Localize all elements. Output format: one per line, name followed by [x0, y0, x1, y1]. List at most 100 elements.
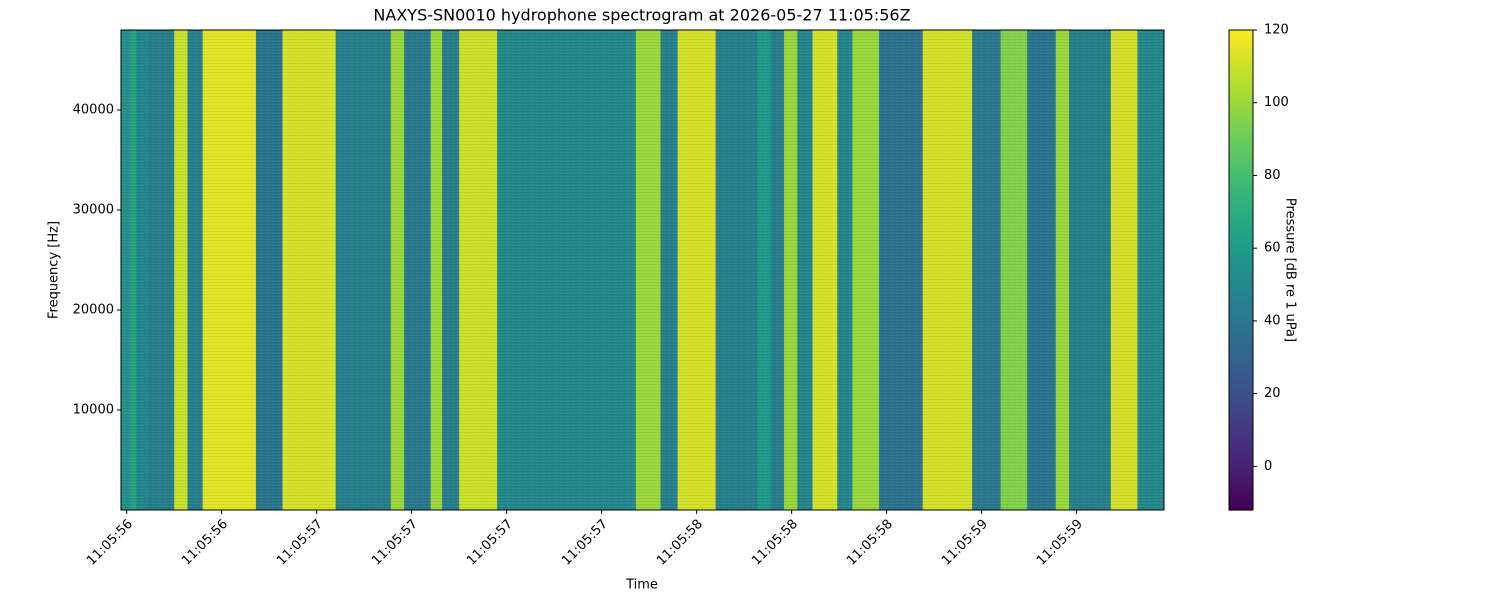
colorbar-gradient	[1229, 478, 1253, 483]
colorbar-gradient	[1229, 490, 1253, 495]
colorbar-gradient	[1229, 178, 1253, 183]
colorbar-gradient	[1229, 342, 1253, 347]
colorbar-gradient	[1229, 186, 1253, 191]
colorbar-gradient	[1229, 458, 1253, 463]
colorbar-gradient	[1229, 230, 1253, 235]
colorbar-gradient	[1229, 38, 1253, 43]
colorbar-tick-label: 120	[1264, 23, 1289, 38]
colorbar-gradient	[1229, 238, 1253, 243]
colorbar-gradient	[1229, 198, 1253, 203]
colorbar-gradient	[1229, 450, 1253, 455]
colorbar-gradient	[1229, 206, 1253, 211]
colorbar-gradient	[1229, 466, 1253, 471]
colorbar-gradient	[1229, 214, 1253, 219]
colorbar-gradient	[1229, 182, 1253, 187]
colorbar-gradient	[1229, 302, 1253, 307]
colorbar-gradient	[1229, 370, 1253, 375]
colorbar-gradient	[1229, 438, 1253, 443]
colorbar-gradient	[1229, 250, 1253, 255]
x-axis-label: Time	[625, 578, 658, 593]
colorbar-gradient	[1229, 254, 1253, 259]
colorbar-gradient	[1229, 374, 1253, 379]
x-tick-label: 11:05:57	[369, 517, 421, 569]
colorbar-gradient	[1229, 422, 1253, 427]
x-tick-label: 11:05:57	[559, 517, 611, 569]
colorbar-gradient	[1229, 314, 1253, 319]
colorbar-gradient	[1229, 122, 1253, 127]
colorbar-gradient	[1229, 506, 1253, 511]
colorbar-gradient	[1229, 110, 1253, 115]
colorbar-gradient	[1229, 338, 1253, 343]
colorbar-gradient	[1229, 42, 1253, 47]
colorbar-gradient	[1229, 82, 1253, 87]
colorbar-gradient	[1229, 310, 1253, 315]
colorbar-gradient	[1229, 162, 1253, 167]
colorbar-gradient	[1229, 410, 1253, 415]
colorbar-gradient	[1229, 366, 1253, 371]
colorbar-gradient	[1229, 190, 1253, 195]
colorbar-gradient	[1229, 222, 1253, 227]
colorbar-gradient	[1229, 274, 1253, 279]
colorbar-gradient	[1229, 390, 1253, 395]
x-tick-label: 11:05:56	[84, 517, 136, 569]
colorbar-gradient	[1229, 262, 1253, 267]
colorbar-gradient	[1229, 334, 1253, 339]
colorbar-gradient	[1229, 166, 1253, 171]
colorbar-gradient	[1229, 102, 1253, 107]
colorbar-tick-label: 40	[1264, 313, 1281, 328]
colorbar-gradient	[1229, 126, 1253, 131]
colorbar-gradient	[1229, 402, 1253, 407]
colorbar-gradient	[1229, 350, 1253, 355]
colorbar-gradient	[1229, 218, 1253, 223]
colorbar-gradient	[1229, 482, 1253, 487]
colorbar-gradient	[1229, 106, 1253, 111]
colorbar-gradient	[1229, 54, 1253, 59]
colorbar-gradient	[1229, 62, 1253, 67]
colorbar-gradient	[1229, 442, 1253, 447]
colorbar-gradient	[1229, 394, 1253, 399]
x-tick-label: 11:05:57	[274, 517, 326, 569]
x-tick-label: 11:05:58	[844, 517, 896, 569]
colorbar-gradient	[1229, 434, 1253, 439]
x-tick-label: 11:05:56	[179, 517, 231, 569]
colorbar-gradient	[1229, 426, 1253, 431]
colorbar-gradient	[1229, 70, 1253, 75]
colorbar-frame	[1228, 29, 1254, 511]
colorbar-gradient	[1229, 354, 1253, 359]
colorbar-gradient	[1229, 258, 1253, 263]
colorbar-gradient	[1229, 322, 1253, 327]
colorbar-gradient	[1229, 58, 1253, 63]
colorbar-gradient	[1229, 378, 1253, 383]
colorbar-gradient	[1229, 202, 1253, 207]
colorbar-gradient	[1229, 454, 1253, 459]
colorbar-gradient	[1229, 266, 1253, 271]
colorbar-gradient	[1229, 86, 1253, 91]
colorbar-gradient	[1229, 498, 1253, 503]
colorbar-tick-label: 0	[1264, 459, 1272, 474]
colorbar-gradient	[1229, 158, 1253, 163]
colorbar-gradient	[1229, 290, 1253, 295]
colorbar-gradient	[1229, 150, 1253, 155]
y-tick-label: 30000	[73, 203, 114, 218]
colorbar-gradient	[1229, 114, 1253, 119]
colorbar-gradient	[1229, 430, 1253, 435]
colorbar-gradient	[1229, 98, 1253, 103]
colorbar-gradient	[1229, 94, 1253, 99]
colorbar-gradient	[1229, 306, 1253, 311]
x-tick-label: 11:05:59	[1034, 517, 1086, 569]
colorbar-gradient	[1229, 330, 1253, 335]
colorbar-gradient	[1229, 406, 1253, 411]
colorbar-gradient	[1229, 242, 1253, 247]
colorbar-tick-label: 100	[1264, 95, 1289, 110]
colorbar-gradient	[1229, 30, 1253, 35]
colorbar-gradient	[1229, 502, 1253, 507]
y-axis-label: Frequency [Hz]	[47, 221, 62, 319]
colorbar-gradient	[1229, 146, 1253, 151]
colorbar-gradient	[1229, 50, 1253, 55]
colorbar-gradient	[1229, 90, 1253, 95]
colorbar-gradient	[1229, 246, 1253, 251]
colorbar-gradient	[1229, 74, 1253, 79]
colorbar-gradient	[1229, 130, 1253, 135]
y-tick-label: 20000	[73, 303, 114, 318]
colorbar-gradient	[1229, 210, 1253, 215]
